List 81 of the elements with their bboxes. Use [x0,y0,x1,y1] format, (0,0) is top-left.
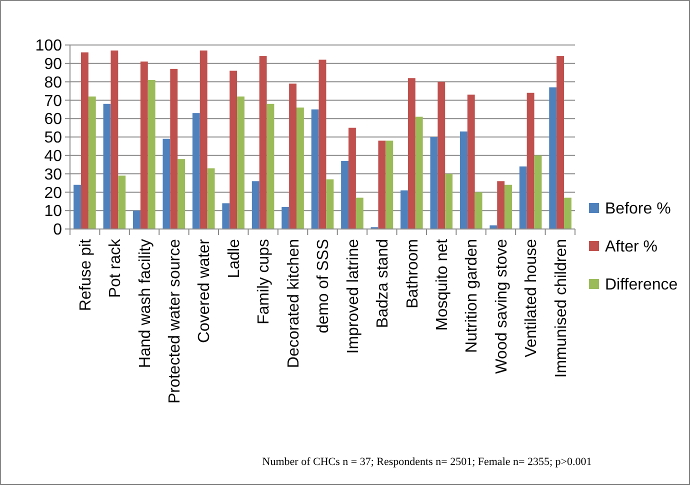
bar [549,87,557,229]
x-tick-label: Family cups [256,239,273,324]
bar [207,168,215,229]
legend-label: After % [605,238,658,256]
bar [192,113,200,229]
bar [438,82,446,229]
bar [110,50,118,229]
bar [474,192,482,229]
y-tick-label: 80 [44,74,62,92]
bar [341,160,349,229]
bar [378,140,386,229]
x-tick-label: Protected water source [166,238,184,404]
bar [415,116,423,229]
bar [430,137,438,229]
legend-label: Before % [605,200,671,218]
x-tick-label: Bathroom [404,239,422,308]
y-tick-label: 100 [35,38,62,55]
bar [400,190,408,229]
x-tick-label: Badza stand [374,239,392,328]
bar [88,96,96,229]
x-tick-label: demo of SSS [315,239,332,334]
bar [460,131,468,229]
y-tick-label: 0 [53,222,62,239]
y-tick-label: 10 [44,203,62,220]
bar [230,70,238,229]
x-tick-label: Mosquito net [434,238,451,331]
x-tick-label: Covered water [196,238,214,344]
bar [118,176,126,229]
bar [133,210,140,229]
bar [318,60,326,229]
bar [282,206,290,229]
y-tick-label: 40 [44,148,62,165]
bar [519,166,527,229]
x-tick-label: Pot rack [107,238,124,298]
y-tick-label: 70 [44,92,62,110]
x-tick-label: Improved latrine [344,238,362,354]
bar [386,140,394,229]
x-tick-label: Immunised children [552,239,570,378]
x-tick-label: Nutrition garden [464,239,481,353]
y-tick-label: 60 [44,111,62,128]
bar [296,108,304,229]
bar [504,184,512,229]
bar [445,174,453,229]
y-tick-label: 20 [44,184,62,202]
y-tick-label: 30 [44,166,62,184]
bar [200,50,208,229]
x-tick-label: Refuse pit [77,238,94,312]
bar [311,109,319,229]
y-tick-label: 50 [44,130,62,147]
bar [170,68,178,229]
x-tick-label: Hand wash facility [136,239,154,368]
bar [140,62,148,229]
x-tick-label: Ladle [226,238,243,278]
bar [408,78,416,229]
bar [326,179,334,229]
bar [81,52,88,229]
bar [237,96,244,229]
x-tick-label: Decorated kitchen [285,239,302,368]
bar [266,104,274,229]
x-tick-label: Wood saving stove [493,238,510,374]
bar [348,128,356,229]
bar [556,56,564,229]
bar [289,84,296,229]
bar [252,181,260,229]
bar [534,155,542,229]
bar [178,159,186,229]
bar [162,138,170,229]
bar [467,94,475,229]
bar [497,181,505,229]
text: Number of CHCs n = 37; Respondents n= 2501; Female n= 2355; p>0.001 [262,456,592,468]
bar [222,203,230,229]
y-tick-label: 90 [44,56,62,73]
x-tick-label: Ventilated house [523,238,540,358]
bar [259,56,267,229]
bar [74,184,81,229]
legend-label: Difference [605,276,678,294]
bar [564,198,572,229]
bar [356,198,364,229]
bar [103,104,111,229]
bar [526,92,534,229]
bar [148,80,156,229]
